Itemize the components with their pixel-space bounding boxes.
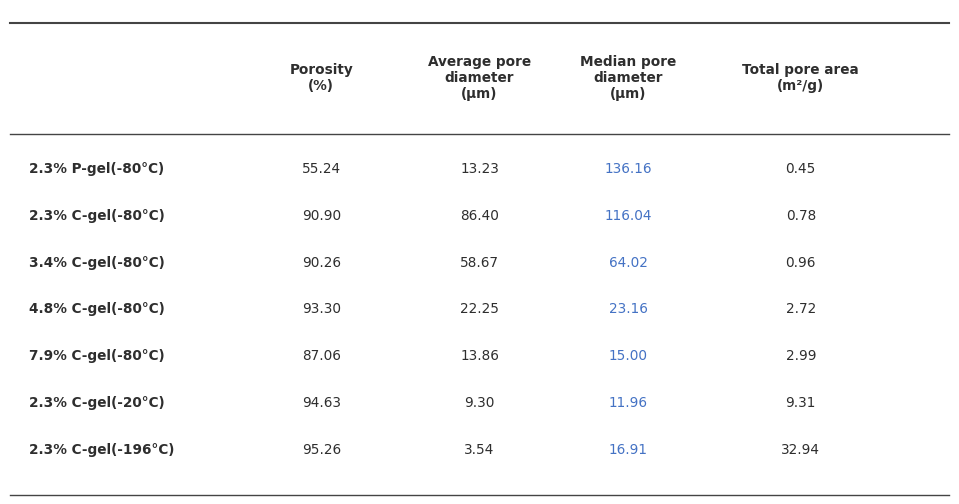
Text: 55.24: 55.24 <box>302 162 340 176</box>
Text: 93.30: 93.30 <box>302 302 340 317</box>
Text: 32.94: 32.94 <box>782 443 820 457</box>
Text: 58.67: 58.67 <box>460 256 499 270</box>
Text: 87.06: 87.06 <box>302 349 340 363</box>
Text: 23.16: 23.16 <box>609 302 647 317</box>
Text: 90.90: 90.90 <box>302 209 340 223</box>
Text: 22.25: 22.25 <box>460 302 499 317</box>
Text: 94.63: 94.63 <box>302 396 340 410</box>
Text: 0.96: 0.96 <box>785 256 816 270</box>
Text: Porosity
(%): Porosity (%) <box>290 63 353 93</box>
Text: 2.72: 2.72 <box>785 302 816 317</box>
Text: 7.9% C-gel(-80°C): 7.9% C-gel(-80°C) <box>29 349 164 363</box>
Text: 95.26: 95.26 <box>302 443 340 457</box>
Text: Average pore
diameter
(μm): Average pore diameter (μm) <box>428 55 531 101</box>
Text: Median pore
diameter
(μm): Median pore diameter (μm) <box>580 55 676 101</box>
Text: 13.23: 13.23 <box>460 162 499 176</box>
Text: 64.02: 64.02 <box>609 256 647 270</box>
Text: 90.26: 90.26 <box>302 256 340 270</box>
Text: 2.99: 2.99 <box>785 349 816 363</box>
Text: 15.00: 15.00 <box>609 349 647 363</box>
Text: 2.3% C-gel(-196°C): 2.3% C-gel(-196°C) <box>29 443 175 457</box>
Text: 2.3% C-gel(-20°C): 2.3% C-gel(-20°C) <box>29 396 164 410</box>
Text: 3.4% C-gel(-80°C): 3.4% C-gel(-80°C) <box>29 256 165 270</box>
Text: 11.96: 11.96 <box>609 396 647 410</box>
Text: 2.3% C-gel(-80°C): 2.3% C-gel(-80°C) <box>29 209 165 223</box>
Text: 0.45: 0.45 <box>785 162 816 176</box>
Text: 9.30: 9.30 <box>464 396 495 410</box>
Text: 0.78: 0.78 <box>785 209 816 223</box>
Text: Total pore area
(m²/g): Total pore area (m²/g) <box>742 63 859 93</box>
Text: 2.3% P-gel(-80°C): 2.3% P-gel(-80°C) <box>29 162 164 176</box>
Text: 9.31: 9.31 <box>785 396 816 410</box>
Text: 86.40: 86.40 <box>460 209 499 223</box>
Text: 16.91: 16.91 <box>609 443 647 457</box>
Text: 3.54: 3.54 <box>464 443 495 457</box>
Text: 4.8% C-gel(-80°C): 4.8% C-gel(-80°C) <box>29 302 165 317</box>
Text: 13.86: 13.86 <box>460 349 499 363</box>
Text: 116.04: 116.04 <box>604 209 652 223</box>
Text: 136.16: 136.16 <box>604 162 652 176</box>
